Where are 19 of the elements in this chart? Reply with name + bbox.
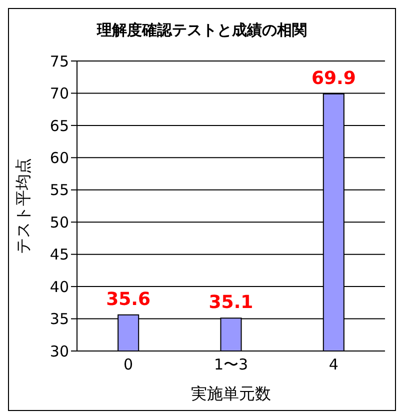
y-tick-label: 50 <box>50 213 69 232</box>
y-tick-label: 60 <box>50 148 69 167</box>
data-label: 69.9 <box>311 68 356 89</box>
data-label: 35.6 <box>106 288 151 310</box>
data-label: 35.1 <box>208 292 254 314</box>
y-tick-label: 30 <box>50 342 69 360</box>
chart-title: 理解度確認テストと成績の相関 <box>96 21 308 40</box>
y-tick-label: 75 <box>50 52 69 70</box>
y-tick-label: 35 <box>50 310 69 328</box>
y-tick-label: 65 <box>50 116 69 135</box>
y-axis-title: テスト平均点 <box>14 158 33 254</box>
y-tick-label: 40 <box>50 278 69 296</box>
x-tick-label: 1〜3 <box>214 356 248 374</box>
y-tick-label: 55 <box>50 181 69 200</box>
y-tick-label: 45 <box>50 246 69 264</box>
y-tick-label: 70 <box>50 84 69 103</box>
x-tick-label: 0 <box>124 356 134 374</box>
x-axis-title: 実施単元数 <box>191 384 271 403</box>
x-tick-label: 4 <box>328 356 338 374</box>
